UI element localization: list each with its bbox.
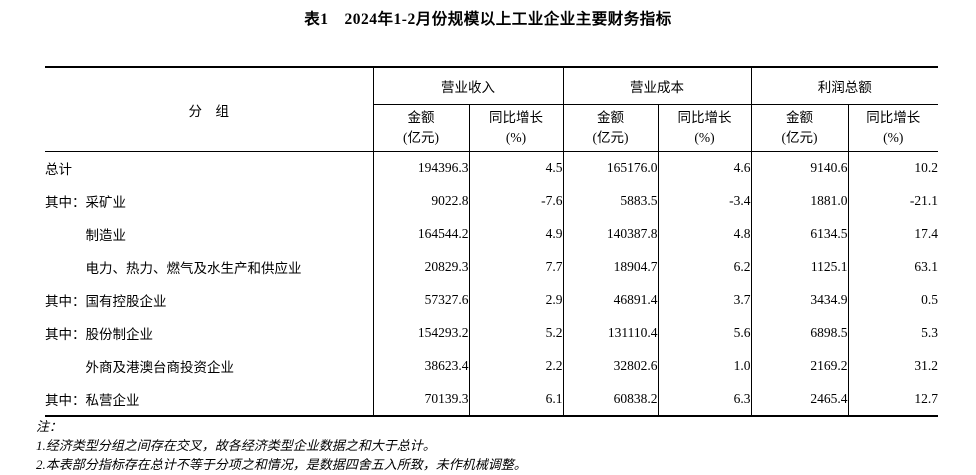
table-title: 表1 2024年1-2月份规模以上工业企业主要财务指标	[304, 11, 672, 28]
value-cell: 63.1	[847, 250, 938, 284]
footnote-heading: 注：	[36, 419, 63, 434]
footnote-item-1: 1.经济类型分组之间存在交叉，故各经济类型企业数据之和大于总计。	[36, 438, 436, 453]
table-body: 总计 194396.3 4.5 165176.0 4.6 9140.6 10.2…	[45, 151, 938, 417]
subheader-revenue-growth: 同比增长 (%)	[468, 104, 563, 152]
subheader-amount-unit: (亿元)	[781, 130, 818, 145]
value-cell: 6.2	[657, 250, 751, 284]
value-cell: 10.2	[847, 151, 938, 185]
value-cell: 1125.1	[750, 250, 848, 284]
value-cell: 3.7	[657, 283, 751, 317]
value-cell: 2465.4	[750, 382, 848, 417]
table-row-shareholding: 其中：股份制企业 154293.2 5.2 131110.4 5.6 6898.…	[45, 316, 938, 350]
header-operating-cost: 营业成本	[562, 67, 751, 105]
value-cell: 165176.0	[562, 151, 658, 185]
table-row-private: 其中：私营企业 70139.3 6.1 60838.2 6.3 2465.4 1…	[45, 382, 938, 417]
value-cell: 18904.7	[562, 250, 658, 284]
value-cell: -3.4	[657, 184, 751, 218]
value-cell: 5883.5	[562, 184, 658, 218]
value-cell: 5.6	[657, 316, 751, 350]
value-cell: 6.1	[468, 382, 563, 417]
subheader-profit-growth: 同比增长 (%)	[847, 104, 938, 152]
header-sub-row: 金额 (亿元) 同比增长 (%) 金额 (亿元) 同比增长 (%)	[45, 104, 938, 152]
row-label: 总计	[45, 162, 72, 178]
table-row-utilities: 电力、热力、燃气及水生产和供应业 20829.3 7.7 18904.7 6.2…	[45, 250, 938, 284]
value-cell: 194396.3	[372, 151, 469, 185]
table-header: 分 组 营业收入 营业成本 利润总额 金额 (亿元) 同比增长 (%) 金	[45, 67, 938, 152]
subheader-growth-unit: (%)	[883, 130, 904, 145]
subheader-growth-label: 同比增长	[677, 109, 732, 125]
value-cell: 31.2	[847, 349, 938, 383]
footnote-item-2: 2.本表部分指标存在总计不等于分项之和情况，是数据四舍五入所致，未作机械调整。	[36, 457, 527, 472]
value-cell: 60838.2	[562, 382, 658, 417]
subheader-growth-label: 同比增长	[489, 109, 543, 125]
table-row-state-holding: 其中：国有控股企业 57327.6 2.9 46891.4 3.7 3434.9…	[45, 283, 938, 317]
value-cell: 4.9	[468, 217, 563, 251]
value-cell: 2169.2	[750, 349, 848, 383]
header-operating-revenue: 营业收入	[372, 67, 563, 105]
row-label: 制造业	[45, 228, 126, 244]
subheader-growth-label: 同比增长	[866, 109, 921, 125]
value-cell: 38623.4	[372, 349, 469, 383]
value-cell: 32802.6	[562, 349, 658, 383]
value-cell: 6134.5	[750, 217, 848, 251]
value-cell: 7.7	[468, 250, 563, 284]
value-cell: 1881.0	[750, 184, 848, 218]
value-cell: 12.7	[847, 382, 938, 417]
subheader-amount-label: 金额	[597, 109, 624, 125]
subheader-revenue-amount: 金额 (亿元)	[372, 104, 469, 152]
subheader-profit-amount: 金额 (亿元)	[750, 104, 848, 152]
subheader-cost-amount: 金额 (亿元)	[562, 104, 658, 152]
value-cell: 5.2	[468, 316, 563, 350]
table-row-total: 总计 194396.3 4.5 165176.0 4.6 9140.6 10.2	[45, 151, 938, 185]
value-cell: 0.5	[847, 283, 938, 317]
header-group-column: 分 组	[45, 67, 373, 152]
subheader-growth-unit: (%)	[505, 130, 527, 145]
value-cell: 6.3	[657, 382, 751, 417]
row-label: 其中：股份制企业	[45, 326, 153, 342]
row-label: 其中：国有控股企业	[45, 294, 167, 309]
row-label: 其中：私营企业	[45, 392, 140, 408]
row-label: 外商及港澳台商投资企业	[45, 359, 234, 375]
header-total-profit: 利润总额	[750, 67, 938, 105]
value-cell: 164544.2	[372, 217, 469, 251]
subheader-amount-label: 金额	[786, 109, 813, 125]
value-cell: 4.5	[468, 151, 563, 185]
value-cell: 140387.8	[562, 217, 658, 251]
value-cell: 57327.6	[372, 283, 469, 317]
header-group-row: 分 组 营业收入 营业成本 利润总额	[45, 67, 938, 152]
value-cell: 2.9	[468, 283, 563, 317]
table-row-mining: 其中：采矿业 9022.8 -7.6 5883.5 -3.4 1881.0 -2…	[45, 184, 938, 218]
subheader-amount-unit: (亿元)	[403, 130, 439, 145]
table-row-manufacturing: 制造业 164544.2 4.9 140387.8 4.8 6134.5 17.…	[45, 217, 938, 251]
subheader-amount-unit: (亿元)	[592, 130, 629, 145]
value-cell: -7.6	[468, 184, 563, 218]
subheader-amount-label: 金额	[407, 109, 435, 125]
value-cell: 2.2	[468, 349, 563, 383]
value-cell: 4.6	[657, 151, 751, 185]
value-cell: 9140.6	[750, 151, 848, 185]
value-cell: 20829.3	[372, 250, 469, 284]
value-cell: 154293.2	[372, 316, 469, 350]
value-cell: -21.1	[847, 184, 938, 218]
value-cell: 131110.4	[562, 316, 658, 350]
table-row-foreign-invested: 外商及港澳台商投资企业 38623.4 2.2 32802.6 1.0 2169…	[45, 349, 938, 383]
row-label: 电力、热力、燃气及水生产和供应业	[45, 261, 302, 277]
subheader-cost-growth: 同比增长 (%)	[657, 104, 751, 152]
value-cell: 46891.4	[562, 283, 658, 317]
value-cell: 70139.3	[372, 382, 469, 417]
subheader-growth-unit: (%)	[694, 130, 715, 145]
value-cell: 4.8	[657, 217, 751, 251]
statistics-table-container: 分 组 营业收入 营业成本 利润总额 金额 (亿元) 同比增长 (%) 金	[45, 66, 938, 418]
value-cell: 1.0	[657, 349, 751, 383]
financial-indicators-table: 分 组 营业收入 营业成本 利润总额 金额 (亿元) 同比增长 (%) 金	[45, 66, 938, 418]
value-cell: 17.4	[847, 217, 938, 251]
table-footnotes: 注： 1.经济类型分组之间存在交叉，故各经济类型企业数据之和大于总计。 2.本表…	[36, 417, 946, 474]
value-cell: 3434.9	[750, 283, 848, 317]
value-cell: 6898.5	[750, 316, 848, 350]
value-cell: 5.3	[847, 316, 938, 350]
value-cell: 9022.8	[372, 184, 469, 218]
row-label: 其中：采矿业	[45, 195, 126, 211]
